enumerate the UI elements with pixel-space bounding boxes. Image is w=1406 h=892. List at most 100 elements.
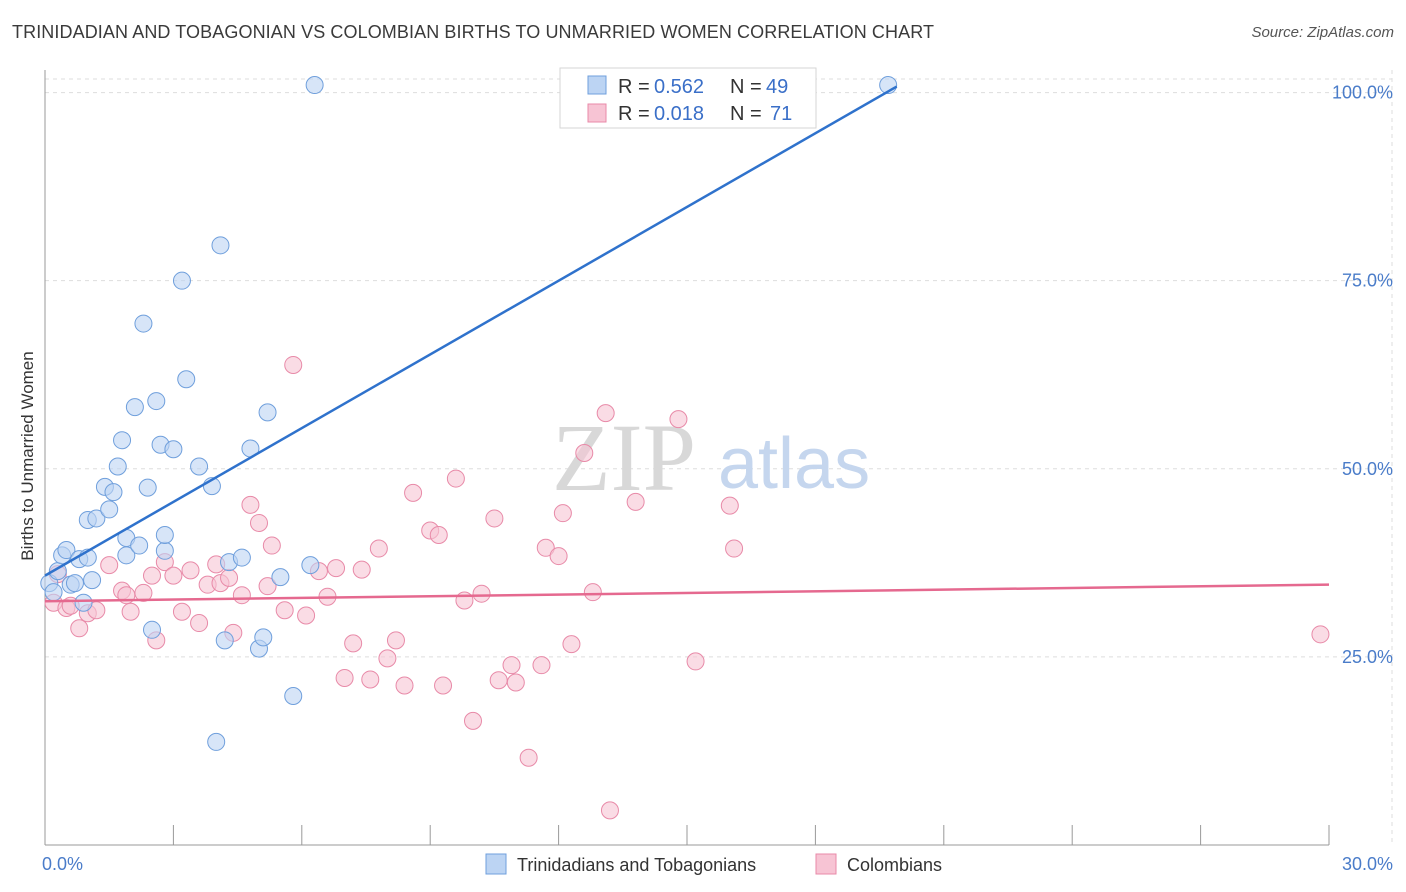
scatter-point-blue [305,76,324,95]
scatter-point-blue [284,687,303,706]
scatter-point-pink [532,656,551,675]
legend: R = 0.562 N = 49 R = 0.018 N = 71 [559,67,817,129]
bottom-legend-label-blue: Trinidadians and Tobagonians [517,855,756,875]
chart-title: TRINIDADIAN AND TOBAGONIAN VS COLOMBIAN … [12,22,935,42]
scatter-point-pink [352,560,371,579]
scatter-point-blue [207,732,226,751]
scatter-point-pink [446,469,465,488]
series-colombians-points [44,355,1330,820]
scatter-point-pink [404,483,423,502]
scatter-point-pink [669,410,688,429]
scatter-point-pink [489,671,508,690]
scatter-point-blue [83,571,102,590]
scatter-point-pink [502,656,521,675]
scatter-point-pink [562,635,581,654]
bottom-legend: Trinidadians and Tobagonians Colombians [485,853,942,875]
y-tick-labels: 25.0% 50.0% 75.0% 100.0% [1332,83,1393,667]
y-tick-label: 50.0% [1342,459,1393,479]
scatter-point-pink [1311,625,1330,644]
scatter-point-pink [262,536,281,555]
scatter-point-pink [429,526,448,544]
y-tick-label: 25.0% [1342,647,1393,667]
scatter-point-pink [164,566,183,585]
scatter-point-pink [725,539,744,558]
x-tick-label: 0.0% [42,854,83,874]
scatter-point-pink [241,495,260,514]
scatter-point-pink [250,513,268,532]
legend-n-value-pink: 71 [770,103,792,125]
scatter-point-blue [87,509,106,528]
x-tick-label: 30.0% [1342,854,1393,874]
legend-n-label-pink: N = [730,103,762,125]
scatter-point-pink [434,676,453,695]
scatter-point-blue [164,440,183,459]
scatter-point-blue [155,526,174,544]
scatter-point-pink [297,606,316,625]
scatter-point-blue [215,631,234,650]
scatter-point-pink [134,583,153,602]
scatter-point-pink [232,586,251,605]
scatter-point-pink [284,355,303,374]
y-tick-label: 75.0% [1342,271,1393,291]
scatter-point-pink [485,509,504,528]
scatter-point-blue [130,536,149,555]
scatter-point-pink [143,566,161,585]
axes [44,70,1330,846]
scatter-point-pink [258,577,277,596]
y-axis-label: Births to Unmarried Women [18,351,37,560]
trend-line-pink [44,583,1330,603]
scatter-point-blue [125,398,144,417]
scatter-point-pink [275,601,294,620]
grid-lines [45,70,1393,845]
scatter-point-pink [536,538,555,557]
legend-r-value-blue: 0.562 [654,76,704,98]
legend-n-label-blue: N = [730,76,762,98]
scatter-point-pink [553,504,572,523]
scatter-point-pink [378,649,397,668]
source-label: Source: ZipAtlas.com [1251,24,1394,41]
scatter-point-blue [190,457,209,476]
scatter-point-pink [519,748,538,767]
scatter-point-pink [720,496,739,515]
scatter-point-pink [369,539,388,558]
scatter-point-blue [254,628,273,647]
scatter-point-pink [121,602,140,621]
scatter-point-blue [232,548,251,567]
scatter-point-pink [686,652,705,671]
series-trinidadians-points [40,76,898,751]
scatter-point-blue [74,593,93,612]
scatter-point-pink [327,559,346,578]
scatter-point-pink [506,673,525,692]
scatter-point-pink [464,711,482,730]
scatter-point-blue [65,574,84,593]
scatter-point-blue [100,500,119,519]
legend-r-value-pink: 0.018 [654,103,704,125]
legend-swatch-pink [587,103,607,123]
legend-r-label-blue: R = [618,76,650,98]
watermark: ZIP atlas [552,404,870,511]
bottom-legend-label-pink: Colombians [847,855,942,875]
scatter-point-blue [301,556,320,575]
scatter-point-blue [211,236,230,255]
watermark-atlas: atlas [718,424,870,504]
scatter-point-blue [271,568,290,587]
scatter-point-pink [395,676,414,695]
scatter-point-blue [44,583,63,602]
scatter-point-blue [113,431,132,450]
legend-n-value-blue: 49 [766,76,788,98]
scatter-point-blue [143,620,161,639]
scatter-point-blue [172,271,191,290]
scatter-point-pink [549,547,568,566]
scatter-point-blue [57,541,76,560]
bottom-legend-swatch-pink [815,853,837,875]
scatter-point-blue [258,403,277,422]
scatter-point-blue [138,478,157,497]
scatter-point-blue [147,392,166,411]
scatter-point-pink [190,614,209,633]
scatter-point-blue [155,541,174,560]
scatter-point-pink [181,561,200,580]
scatter-point-pink [386,631,405,650]
scatter-point-pink [596,404,615,423]
scatter-point-pink [472,584,491,603]
